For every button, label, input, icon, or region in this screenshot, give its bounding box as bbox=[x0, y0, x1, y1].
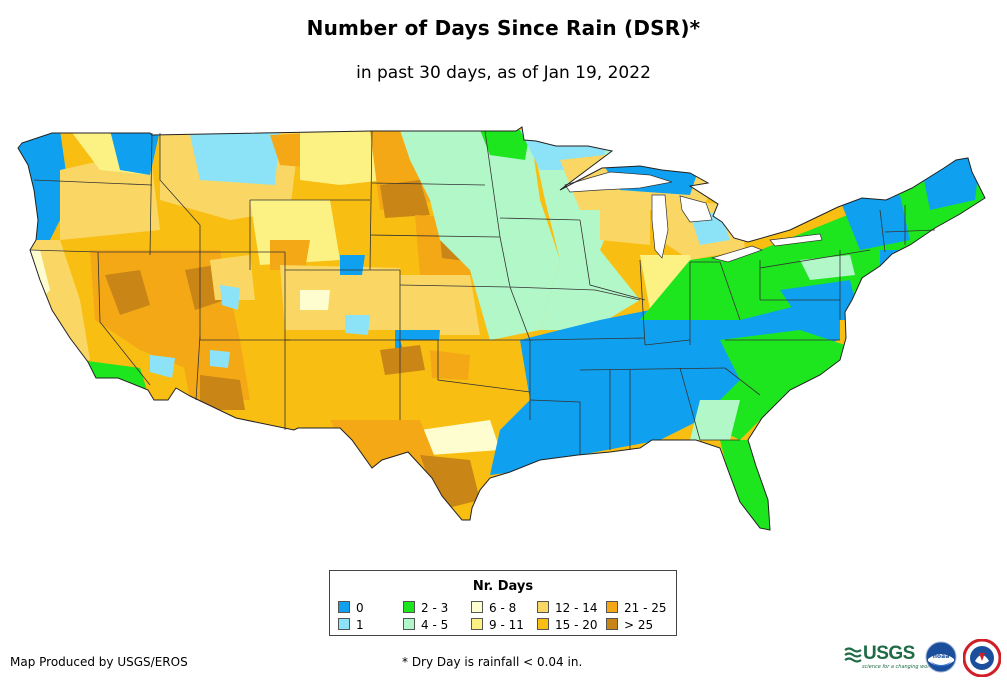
legend-swatch bbox=[338, 601, 350, 613]
usgs-wordmark: USGS bbox=[863, 643, 915, 664]
legend-swatch bbox=[471, 618, 483, 630]
legend-item-6: 12 - 14 bbox=[537, 601, 598, 615]
legend-label: 12 - 14 bbox=[555, 601, 598, 615]
legend-item-1: 1 bbox=[338, 618, 364, 632]
map-title: Number of Days Since Rain (DSR)* bbox=[306, 16, 701, 40]
legend-label: 9 - 11 bbox=[489, 618, 524, 632]
usgs-logo: USGS science for a changing world bbox=[844, 643, 934, 671]
legend-item-0: 0 bbox=[338, 601, 364, 615]
credit-text: Map Produced by USGS/EROS bbox=[10, 655, 188, 669]
usgs-wave-icon bbox=[844, 647, 862, 663]
legend-item-2: 2 - 3 bbox=[403, 601, 448, 615]
legend-label: 15 - 20 bbox=[555, 618, 598, 632]
noaa-logo-text: noaa bbox=[933, 653, 950, 660]
state-boundaries bbox=[29, 130, 936, 455]
usgs-tagline: science for a changing world bbox=[862, 664, 934, 670]
legend-label: 0 bbox=[356, 601, 364, 615]
legend-item-5: 9 - 11 bbox=[471, 618, 524, 632]
noaa-logo-icon: noaa bbox=[925, 641, 957, 673]
legend-label: 21 - 25 bbox=[624, 601, 667, 615]
legend-item-9: > 25 bbox=[606, 618, 653, 632]
legend-item-8: 21 - 25 bbox=[606, 601, 667, 615]
legend-label: 1 bbox=[356, 618, 364, 632]
legend-swatch bbox=[403, 618, 415, 630]
legend-item-3: 4 - 5 bbox=[403, 618, 448, 632]
legend-label: 4 - 5 bbox=[421, 618, 449, 632]
legend-title: Nr. Days bbox=[472, 579, 534, 594]
legend-swatch bbox=[537, 601, 549, 613]
legend-swatch bbox=[606, 618, 618, 630]
legend-swatch bbox=[338, 618, 350, 630]
legend-label: 2 - 3 bbox=[421, 601, 449, 615]
dry-day-note: * Dry Day is rainfall < 0.04 in. bbox=[402, 655, 583, 669]
legend-item-7: 15 - 20 bbox=[537, 618, 598, 632]
legend-label: 6 - 8 bbox=[489, 601, 517, 615]
nws-logo-icon bbox=[963, 639, 1001, 677]
legend: Nr. Days 0 1 2 - 3 4 - 5 6 - 8 9 - 11 12… bbox=[329, 570, 677, 636]
legend-swatch bbox=[471, 601, 483, 613]
legend-item-4: 6 - 8 bbox=[471, 601, 516, 615]
legend-swatch bbox=[537, 618, 549, 630]
map-subtitle: in past 30 days, as of Jan 19, 2022 bbox=[356, 63, 651, 83]
legend-swatch bbox=[403, 601, 415, 613]
legend-label: > 25 bbox=[624, 618, 654, 632]
legend-swatch bbox=[606, 601, 618, 613]
